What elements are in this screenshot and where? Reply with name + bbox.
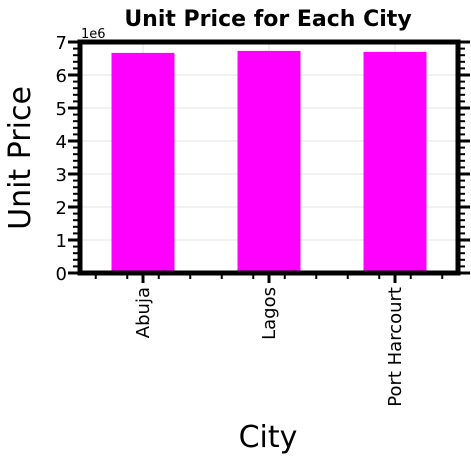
bar-lagos xyxy=(237,50,301,273)
x-tick-label: Lagos xyxy=(259,287,280,340)
y-tick-label: 6 xyxy=(56,66,67,87)
y-offset-label: 1e6 xyxy=(81,27,106,42)
y-tick-label: 7 xyxy=(56,33,67,54)
x-tick-label: Port Harcourt xyxy=(385,287,406,407)
bar-port-harcourt xyxy=(363,51,427,274)
y-tick-label: 2 xyxy=(56,198,67,219)
y-axis-label: Unit Price xyxy=(3,86,38,230)
chart-title: Unit Price for Each City xyxy=(124,7,411,32)
y-axis-ticks: 0 1 2 3 4 5 6 7 xyxy=(56,33,470,285)
y-tick-label: 4 xyxy=(56,132,67,153)
bars xyxy=(111,50,427,274)
bar-abuja xyxy=(111,52,175,273)
y-tick-label: 5 xyxy=(56,99,67,120)
x-tick-label: Abuja xyxy=(133,287,154,338)
y-tick-label: 1 xyxy=(56,231,67,252)
y-tick-label: 3 xyxy=(56,165,67,186)
y-tick-label: 0 xyxy=(56,264,67,285)
x-axis-ticks: Abuja Lagos Port Harcourt xyxy=(133,273,406,407)
x-axis-label: City xyxy=(239,420,298,455)
